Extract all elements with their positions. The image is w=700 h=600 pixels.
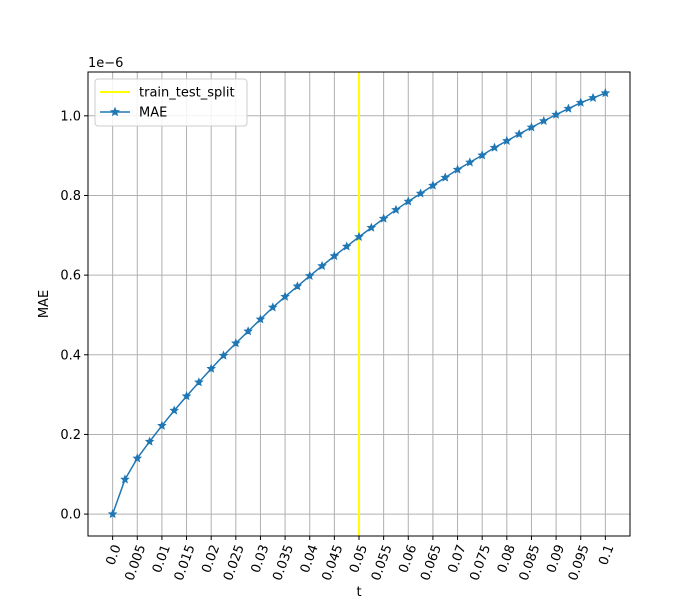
x-tick-label: 0.06 [396, 543, 420, 575]
mae-data-point [267, 302, 278, 312]
y-tick-label: 0.8 [60, 189, 81, 204]
mae-data-point [181, 391, 192, 401]
mae-data-point [502, 135, 512, 145]
mae-data-point [489, 142, 500, 152]
mae-data-point [354, 231, 364, 241]
x-tick-label: 0.055 [369, 543, 396, 583]
y-tick-label: 1.0 [60, 109, 81, 124]
mae-data-point [440, 172, 451, 182]
mae-data-point [194, 377, 204, 387]
mae-data-point [341, 241, 352, 251]
x-tick-label: 0.075 [467, 543, 494, 583]
mae-data-point [551, 109, 561, 119]
legend-mae-marker [109, 106, 121, 117]
x-tick-label: 0.035 [270, 543, 297, 583]
mae-series-group [107, 88, 611, 519]
x-tick-label: 0.01 [150, 543, 174, 575]
mae-data-point [366, 222, 377, 232]
mae-data-point [243, 326, 253, 336]
mae-data-point [231, 338, 241, 348]
x-tick-label: 0.09 [544, 543, 568, 575]
y-tick-label: 0.6 [60, 269, 81, 284]
y-tick-label: 0.4 [60, 348, 81, 363]
x-tick-label: 0.02 [199, 543, 223, 575]
x-tick-label: 0.045 [320, 543, 347, 583]
mae-data-point [132, 453, 143, 463]
y-tick-label: 0.0 [60, 508, 81, 523]
mae-data-point [255, 314, 266, 324]
x-tick-label: 0.005 [122, 543, 149, 583]
mae-data-point [304, 270, 315, 281]
x-tick-label: 0.095 [566, 543, 593, 583]
legend-box [94, 78, 248, 127]
x-tick-label: 0.03 [248, 543, 272, 575]
mae-data-point [477, 150, 487, 160]
mae-data-point [280, 291, 290, 301]
x-tick-label: 0.025 [221, 543, 248, 583]
mae-data-point [317, 260, 327, 271]
mae-data-point [588, 92, 598, 102]
x-axis-ticks: 0.00.005 0.010.015 0.020.025 0.030.035 0.040… [103, 536, 617, 583]
mae-data-point [378, 213, 389, 223]
x-tick-label: 0.1 [596, 543, 617, 568]
mae-data-point [206, 363, 216, 373]
x-tick-label: 0.085 [517, 543, 544, 583]
mae-data-point [157, 420, 167, 430]
mae-data-point [391, 204, 401, 214]
x-tick-label: 0.0 [103, 543, 124, 568]
mae-data-point [107, 509, 118, 519]
mae-data-point [514, 129, 524, 139]
mae-data-point [563, 103, 574, 113]
mae-data-point [600, 88, 611, 98]
mae-data-point [538, 115, 549, 126]
mae-data-point [144, 436, 155, 446]
mae-data-point [120, 474, 130, 484]
x-tick-label: 0.05 [347, 543, 371, 575]
mae-data-point [428, 180, 438, 190]
y-axis-label: MAE [37, 290, 52, 318]
mae-data-point [169, 405, 180, 415]
x-tick-label: 0.015 [172, 543, 199, 583]
x-tick-label: 0.04 [298, 543, 322, 575]
y-axis-offset-text: 1e−6 [88, 56, 123, 71]
mae-data-point [218, 350, 229, 360]
mae-data-point [452, 164, 463, 174]
mae-data-point [526, 122, 537, 132]
x-tick-label: 0.08 [495, 543, 519, 575]
x-tick-label: 0.07 [446, 543, 470, 575]
legend-train-test-split-label: train_test_split [139, 86, 235, 101]
legend-mae-label: MAE [139, 106, 167, 121]
mae-data-point [292, 281, 303, 291]
x-tick-label: 0.065 [418, 543, 445, 583]
y-tick-label: 0.2 [60, 428, 81, 443]
mae-data-point [465, 157, 475, 167]
mae-data-point [575, 97, 586, 107]
legend: train_test_split MAE [94, 78, 248, 127]
mae-data-point [415, 188, 426, 198]
mae-data-point [329, 250, 340, 261]
y-axis-ticks: 0.0 0.2 0.4 0.6 0.8 1.0 [60, 109, 88, 523]
mae-data-point [403, 196, 414, 206]
x-axis-label: t [356, 585, 361, 600]
